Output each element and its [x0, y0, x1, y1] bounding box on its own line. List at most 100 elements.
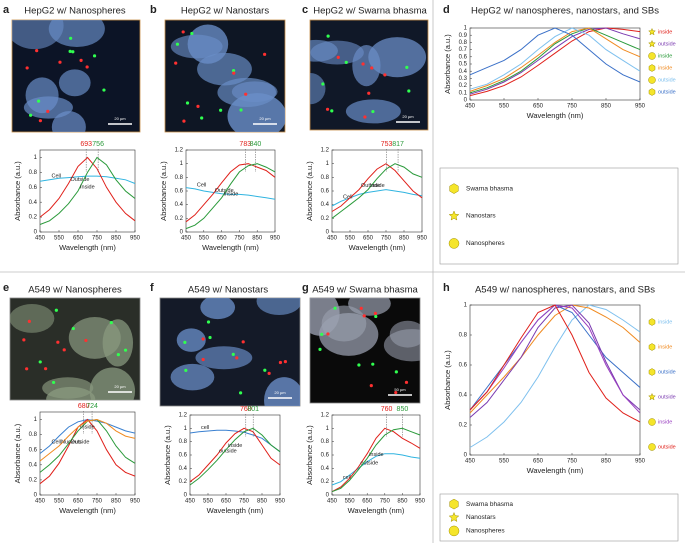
- x-tick-label: 450: [465, 104, 476, 110]
- cell: [264, 377, 300, 406]
- y-tick-label: 1.2: [175, 148, 184, 154]
- series-label: inside: [228, 443, 242, 449]
- legend-label: outside: [658, 41, 676, 47]
- cell: [200, 298, 236, 320]
- peak-label: 724: [86, 403, 98, 410]
- panel-letter: b: [150, 4, 157, 16]
- particle: [200, 116, 204, 120]
- particle: [190, 31, 194, 36]
- particle: [201, 337, 205, 341]
- particle: [371, 109, 375, 114]
- peak-label: 760: [381, 406, 393, 413]
- scale-bar-label: 20 µm: [402, 114, 414, 119]
- x-tick-label: 950: [275, 499, 286, 505]
- x-tick-label: 850: [111, 499, 122, 505]
- y-tick-label: 0.4: [179, 466, 188, 472]
- particle: [54, 308, 58, 312]
- particle: [79, 58, 83, 62]
- legend-marker: [648, 27, 656, 36]
- x-tick-label: 450: [185, 499, 196, 505]
- particle: [27, 319, 31, 323]
- x-axis-label: Wavelength (nm): [207, 506, 264, 515]
- marker-key-symbol: [449, 183, 459, 194]
- legend-marker: [648, 418, 656, 426]
- x-tick-label: 550: [499, 459, 510, 465]
- marker-key-label: Nanospheres: [466, 240, 505, 247]
- y-tick-label: 0.8: [321, 175, 330, 181]
- y-tick-label: 0.4: [321, 466, 330, 472]
- y-tick-label: 0.6: [175, 189, 184, 195]
- x-tick-label: 650: [362, 499, 373, 505]
- legend-marker: [648, 76, 656, 84]
- cell: [170, 363, 215, 391]
- spectrum-line: [469, 27, 641, 92]
- x-tick-label: 850: [601, 459, 612, 465]
- particle: [36, 99, 41, 103]
- y-tick-label: 1: [34, 155, 38, 161]
- legend-label: inside: [658, 344, 672, 350]
- particle: [394, 370, 398, 374]
- particle: [318, 347, 322, 352]
- legend-marker: [648, 64, 656, 72]
- x-tick-label: 850: [399, 236, 410, 242]
- legend-marker: [648, 368, 656, 376]
- x-tick-label: 450: [327, 499, 338, 505]
- particle: [278, 360, 283, 365]
- panel-title: HepG2 w/ Nanospheres: [24, 6, 126, 17]
- series-label: inside: [369, 452, 383, 458]
- y-tick-label: 0.8: [321, 439, 330, 445]
- x-tick-label: 750: [380, 499, 391, 505]
- particle: [84, 338, 88, 343]
- x-tick-label: 650: [363, 236, 374, 242]
- x-tick-label: 650: [533, 459, 544, 465]
- panel-letter: g: [302, 282, 309, 294]
- y-tick-label: 1.2: [179, 413, 188, 419]
- marker-key-label: Swarna bhasma: [466, 501, 513, 508]
- y-tick-label: 0.4: [459, 69, 468, 75]
- x-axis-label: Wavelength (nm): [59, 506, 116, 515]
- x-tick-label: 950: [130, 499, 141, 505]
- series-label: Inside: [80, 184, 95, 190]
- panel-letter: f: [150, 282, 154, 294]
- particle: [283, 360, 287, 364]
- marker-key-symbol: [448, 210, 460, 221]
- spectrum-line: [469, 304, 641, 411]
- particle: [263, 368, 267, 372]
- particle: [58, 60, 62, 64]
- particle: [206, 320, 211, 324]
- particle: [362, 314, 366, 318]
- y-tick-label: 0.6: [29, 185, 38, 191]
- y-axis-label: Absorbance (a.u.): [159, 161, 168, 221]
- particle: [383, 73, 387, 77]
- spectrum-line: [331, 163, 423, 219]
- marker-key-symbol: [448, 238, 460, 249]
- cells: [170, 298, 300, 406]
- x-tick-label: 550: [345, 236, 356, 242]
- series-label: Inside: [224, 191, 239, 197]
- spectrum-line: [39, 156, 136, 222]
- particle: [51, 380, 56, 385]
- spectrum-line: [331, 189, 423, 207]
- cell: [368, 37, 427, 78]
- legend-label: inside: [658, 53, 672, 59]
- x-tick-label: 750: [239, 499, 250, 505]
- particle: [175, 42, 180, 46]
- particle: [371, 362, 375, 366]
- spectrum-line: [39, 418, 136, 485]
- marker-key-label: Nanostars: [466, 514, 496, 521]
- cell: [176, 328, 206, 352]
- y-tick-label: 1: [326, 161, 330, 167]
- panel-title: A549 w/ Nanostars: [188, 285, 269, 296]
- particle: [244, 92, 248, 96]
- particle: [46, 109, 50, 113]
- spectrum-line: [469, 304, 641, 414]
- series-label: Outside: [215, 188, 234, 194]
- particle: [361, 62, 365, 66]
- y-axis-label: Absorbance (a.u.): [305, 425, 314, 485]
- marker-key-label: Nanospheres: [466, 528, 505, 535]
- peak-label: 817: [392, 141, 404, 148]
- y-tick-label: 0.4: [175, 202, 184, 208]
- y-tick-label: 0.6: [459, 54, 468, 60]
- x-tick-label: 650: [73, 236, 84, 242]
- legend-label: outside: [658, 444, 676, 450]
